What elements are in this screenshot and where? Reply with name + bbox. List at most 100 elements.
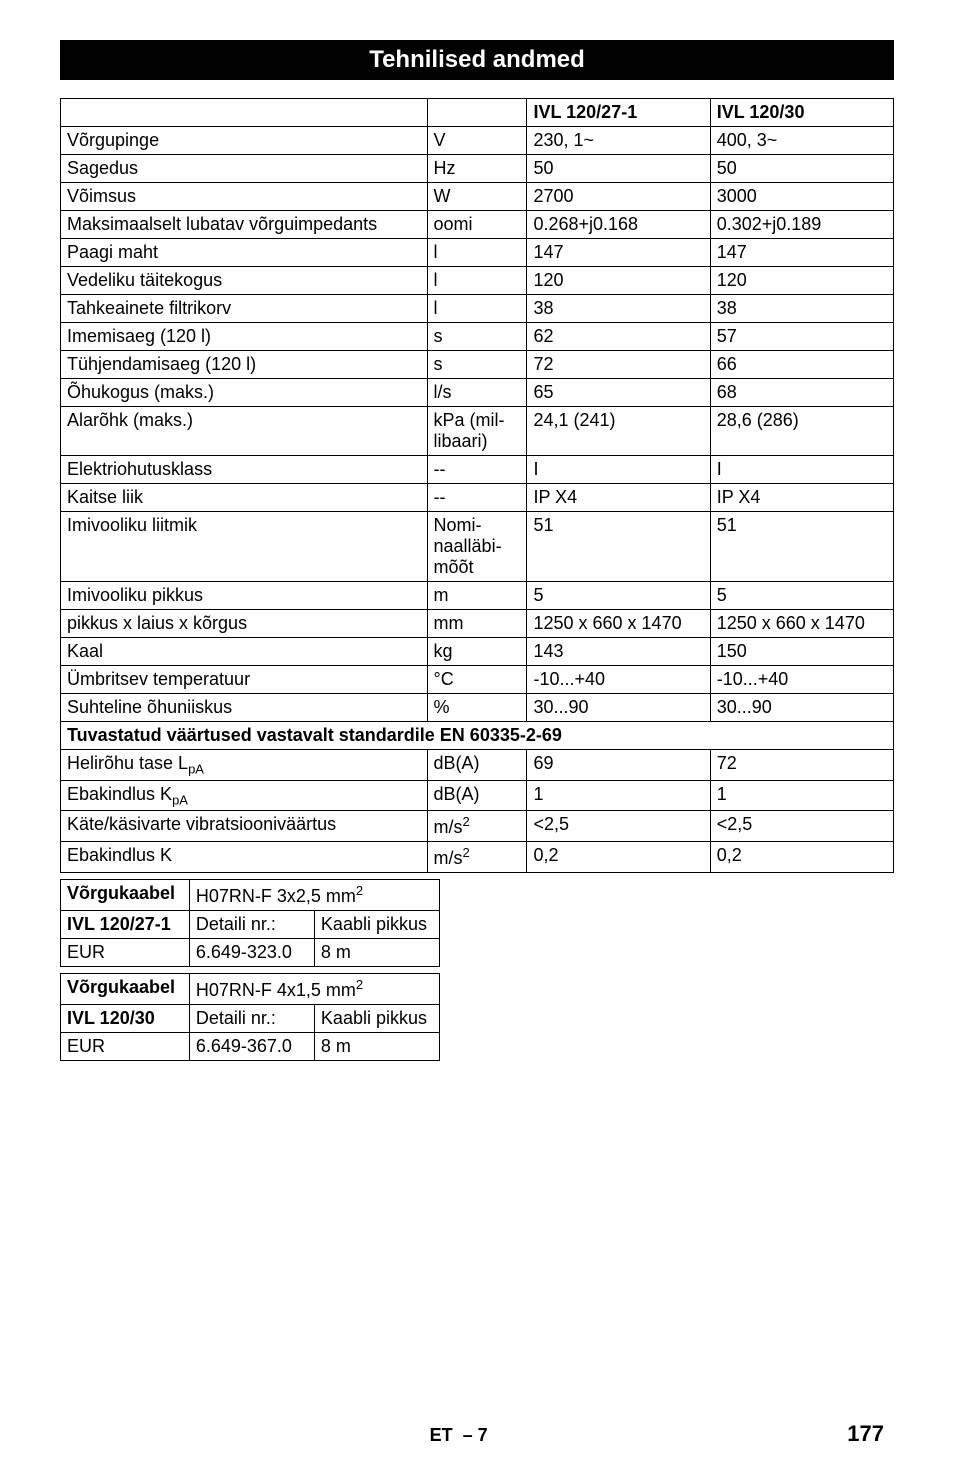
table-row: Imivooliku pikkusm55 [61,582,894,610]
value: 5 [710,582,893,610]
value: -10...+40 [710,666,893,694]
param-label: Käte/käsivarte vibratsiooniväärtus [61,811,428,842]
value: 30...90 [710,694,893,722]
param-label: pikkus x laius x kõrgus [61,610,428,638]
table-row: Imemisaeg (120 l)s6257 [61,323,894,351]
param-label: Imemisaeg (120 l) [61,323,428,351]
unit: l/s [427,379,527,407]
col-header: Kaabli pikkus [314,911,439,939]
table-row: Helirõhu tase LpAdB(A)6972 [61,750,894,781]
value: <2,5 [710,811,893,842]
value: 230, 1~ [527,127,710,155]
value: 57 [710,323,893,351]
table-row: pikkus x laius x kõrgusmm 1250 x 660 x 14… [61,610,894,638]
param-label: Kaal [61,638,428,666]
unit: oomi [427,211,527,239]
table-row: Elektriohutusklass--II [61,456,894,484]
table-row: Maksimaalselt lubatav võrguimpedantsoomi… [61,211,894,239]
section-header-row: Tuvastatud väärtused vastavalt standardi… [61,722,894,750]
param-label: Tühjendamisaeg (120 l) [61,351,428,379]
param-label: Võrgupinge [61,127,428,155]
unit: V [427,127,527,155]
value: 1250 x 660 x 1470 [710,610,893,638]
cable-spec: H07RN-F 4x1,5 mm2 [189,974,439,1005]
table-row: Võrgukaa­belH07RN-F 4x1,5 mm2 [61,974,440,1005]
table-row: VõimsusW27003000 [61,183,894,211]
cable-label: Võrgukaa­bel [61,974,190,1005]
value: -10...+40 [527,666,710,694]
unit: % [427,694,527,722]
unit: l [427,239,527,267]
unit: l [427,295,527,323]
unit: mm [427,610,527,638]
model-header: IVL 120/27-1 [527,99,710,127]
cable-model: IVL 120/27-1 [61,911,190,939]
footer-center: ET – 7 [430,1425,488,1446]
unit: dB(A) [427,780,527,811]
value: 62 [527,323,710,351]
param-label: Ebakindlus KpA [61,780,428,811]
param-label: Kaitse liik [61,484,428,512]
cable-spec: H07RN-F 3x2,5 mm2 [189,880,439,911]
value: 3000 [710,183,893,211]
value: 400, 3~ [710,127,893,155]
value: 0,2 [527,842,710,873]
value: 0.302+j0.189 [710,211,893,239]
col-header: Detaili nr.: [189,1005,314,1033]
table-row: Imivooliku liitmikNomi­naalläbi­mõõt5151 [61,512,894,582]
value: 72 [527,351,710,379]
value: 68 [710,379,893,407]
cable-table-2: Võrgukaa­belH07RN-F 4x1,5 mm2IVL 120/30D… [60,973,440,1061]
param-label: Elektriohutusklass [61,456,428,484]
value: 147 [710,239,893,267]
unit: m/s2 [427,811,527,842]
table-row: Võrgukaa­belH07RN-F 3x2,5 mm2 [61,880,440,911]
unit: W [427,183,527,211]
value: IP X4 [710,484,893,512]
unit: °C [427,666,527,694]
value: 50 [527,155,710,183]
value: 66 [710,351,893,379]
unit: Nomi­naalläbi­mõõt [427,512,527,582]
unit: s [427,351,527,379]
value: 51 [710,512,893,582]
page-footer: ET – 7 177 [60,1421,894,1447]
value: 24,1 (241) [527,407,710,456]
param-label: Sagedus [61,155,428,183]
value: 50 [710,155,893,183]
param-label: Helirõhu tase LpA [61,750,428,781]
value: 120 [710,267,893,295]
value: 2700 [527,183,710,211]
cable-label: Võrgukaa­bel [61,880,190,911]
table-row: Õhukogus (maks.)l/s6568 [61,379,894,407]
table-row: IVL 120/30Detaili nr.:Kaabli pikkus [61,1005,440,1033]
table-row: Tahkeainete filtrikorvl3838 [61,295,894,323]
value: 0.268+j0.168 [527,211,710,239]
value: 72 [710,750,893,781]
value: IP X4 [527,484,710,512]
value: 120 [527,267,710,295]
value: 38 [710,295,893,323]
table-row: Ümbritsev temperatuur°C-10...+40-10...+4… [61,666,894,694]
value: 38 [527,295,710,323]
param-label: Vedeliku täitekogus [61,267,428,295]
table-row: IVL 120/27-1Detaili nr.:Kaabli pikkus [61,911,440,939]
param-label: Õhukogus (maks.) [61,379,428,407]
value: <2,5 [527,811,710,842]
table-row: Vedeliku täitekogusl120120 [61,267,894,295]
table-row: Ebakindlus Km/s20,20,2 [61,842,894,873]
value: 5 [527,582,710,610]
param-label: Maksimaalselt lubatav võrguimpedants [61,211,428,239]
unit: s [427,323,527,351]
table-row: Ebakindlus KpAdB(A)11 [61,780,894,811]
unit: -- [427,456,527,484]
param-label: Ebakindlus K [61,842,428,873]
unit: dB(A) [427,750,527,781]
table-row: EUR6.649-323.08 m [61,939,440,967]
unit: kPa (mil­libaari) [427,407,527,456]
param-label: Suhteline õhuniiskus [61,694,428,722]
value: 147 [527,239,710,267]
value: 69 [527,750,710,781]
table-row: VõrgupingeV230, 1~400, 3~ [61,127,894,155]
length: 8 m [314,939,439,967]
